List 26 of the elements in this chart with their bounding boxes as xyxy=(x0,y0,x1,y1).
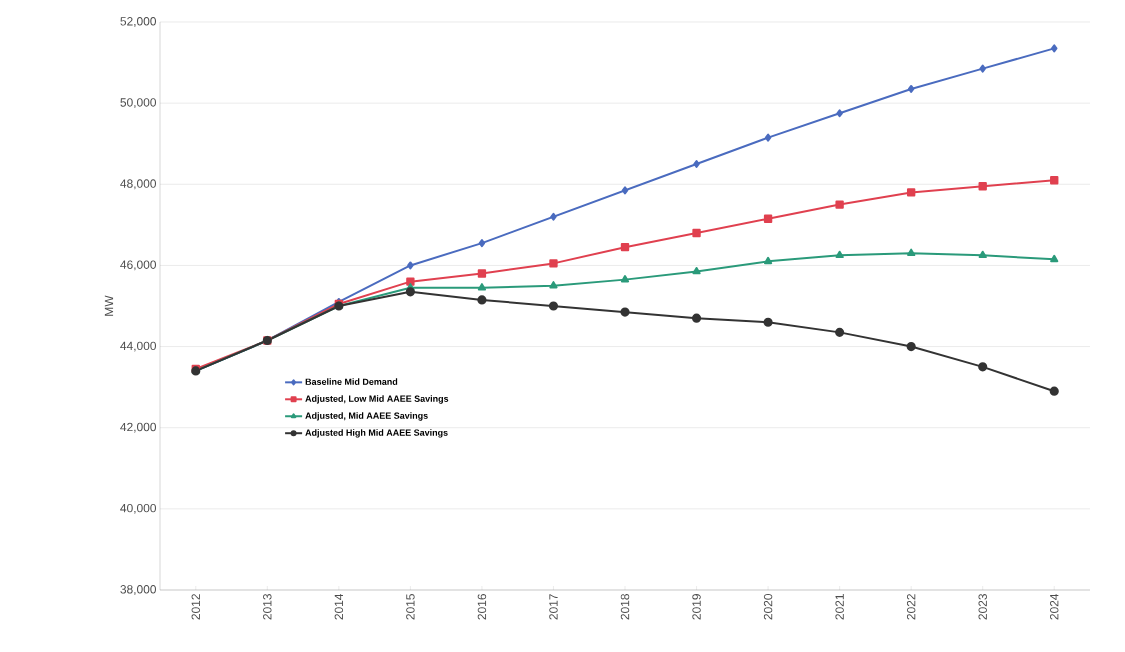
x-tick-label: 2019 xyxy=(692,594,701,620)
y-tick-label: 52,000 xyxy=(120,17,157,27)
y-tick-label: 38,000 xyxy=(120,585,157,595)
x-tick-label: 2012 xyxy=(191,594,200,620)
x-tick-label: 2017 xyxy=(549,594,558,620)
x-tick-label: 2020 xyxy=(763,593,773,620)
y-tick-label: 48,000 xyxy=(120,179,157,190)
y-tick-label: 50,000 xyxy=(120,98,157,109)
legend-label: Adjusted, Mid AAEE Savings xyxy=(305,412,428,421)
y-tick-label: 42,000 xyxy=(120,422,157,433)
legend-label: Adjusted High Mid AAEE Savings xyxy=(305,429,448,438)
y-axis-title: MW xyxy=(104,295,114,316)
x-tick-label: 2018 xyxy=(620,594,630,620)
x-tick-label: 2013 xyxy=(263,594,272,620)
x-tick-label: 2014 xyxy=(334,593,344,620)
y-tick-label: 44,000 xyxy=(120,341,157,352)
y-tick-label: 40,000 xyxy=(120,503,157,514)
x-tick-label: 2021 xyxy=(835,594,844,620)
x-tick-label: 2016 xyxy=(477,594,487,620)
legend-label: Baseline Mid Demand xyxy=(305,378,398,385)
x-tick-label: 2022 xyxy=(906,594,916,620)
x-tick-label: 2015 xyxy=(406,594,415,620)
x-tick-label: 2023 xyxy=(978,594,987,620)
y-tick-label: 46,000 xyxy=(120,260,157,271)
legend-label: Adjusted, Low Mid AAEE Savings xyxy=(305,395,449,404)
x-tick-label: 2024 xyxy=(1050,593,1059,620)
